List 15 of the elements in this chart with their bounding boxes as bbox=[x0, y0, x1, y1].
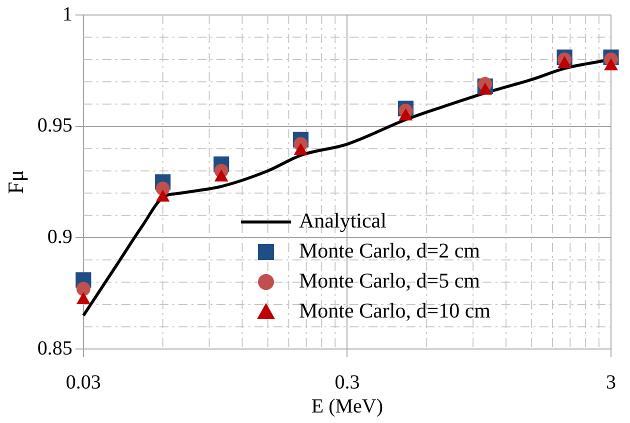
y-tick-label: 0.95 bbox=[37, 114, 72, 137]
point bbox=[76, 292, 90, 304]
y-tick-label: 1 bbox=[62, 3, 72, 26]
x-tick-label: 3 bbox=[606, 371, 616, 394]
legend-label: Analytical bbox=[299, 208, 387, 233]
x-axis-title: E (MeV) bbox=[311, 395, 384, 418]
x-tick-label: 0.03 bbox=[66, 371, 101, 394]
x-tick-label: 0.3 bbox=[334, 371, 360, 394]
y-tick-label: 0.85 bbox=[37, 337, 72, 360]
legend-label: Monte Carlo, d=5 cm bbox=[299, 268, 480, 293]
point bbox=[76, 282, 90, 296]
legend-label: Monte Carlo, d=2 cm bbox=[299, 238, 480, 263]
y-tick-label: 0.9 bbox=[47, 226, 72, 248]
legend-label: Monte Carlo, d=10 cm bbox=[299, 298, 490, 323]
y-axis-title: Fμ bbox=[2, 170, 28, 194]
